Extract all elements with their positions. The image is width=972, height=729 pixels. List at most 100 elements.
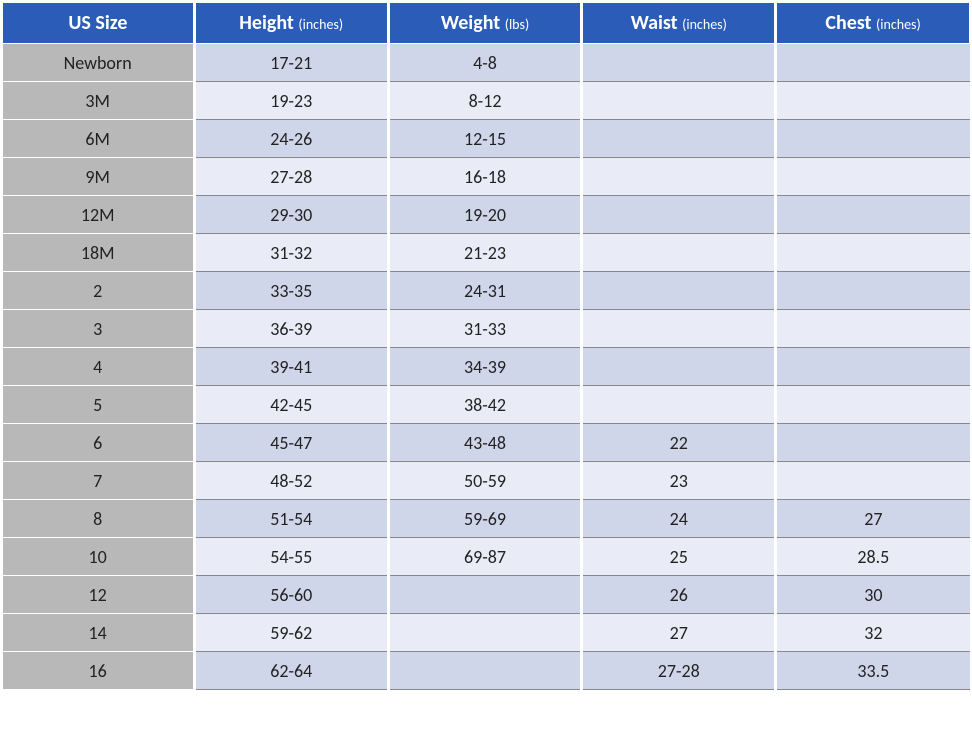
cell-weight: 31-33 (388, 310, 582, 348)
cell-ussize: 10 (3, 538, 195, 576)
table-row: 6M24-2612-15 (3, 120, 970, 158)
table-row: 439-4134-39 (3, 348, 970, 386)
cell-height: 19-23 (194, 82, 388, 120)
cell-ussize: 2 (3, 272, 195, 310)
cell-chest (776, 386, 970, 424)
cell-ussize: 9M (3, 158, 195, 196)
cell-weight: 34-39 (388, 348, 582, 386)
cell-chest (776, 120, 970, 158)
cell-chest (776, 196, 970, 234)
cell-waist (582, 348, 776, 386)
table-row: 851-5459-692427 (3, 500, 970, 538)
cell-waist (582, 234, 776, 272)
cell-height: 27-28 (194, 158, 388, 196)
cell-waist: 25 (582, 538, 776, 576)
cell-chest: 30 (776, 576, 970, 614)
cell-ussize: 12 (3, 576, 195, 614)
cell-chest: 28.5 (776, 538, 970, 576)
header-label: Chest (825, 11, 871, 35)
table-row: 748-5250-5923 (3, 462, 970, 500)
cell-height: 51-54 (194, 500, 388, 538)
cell-waist: 27 (582, 614, 776, 652)
table-row: 9M27-2816-18 (3, 158, 970, 196)
table-row: 12M29-3019-20 (3, 196, 970, 234)
cell-weight: 50-59 (388, 462, 582, 500)
cell-ussize: 4 (3, 348, 195, 386)
header-label: Height (239, 11, 294, 35)
cell-height: 59-62 (194, 614, 388, 652)
cell-waist (582, 120, 776, 158)
table-row: 18M31-3221-23 (3, 234, 970, 272)
cell-waist: 26 (582, 576, 776, 614)
cell-height: 45-47 (194, 424, 388, 462)
size-chart-table: US Size Height (inches) Weight (lbs) Wai… (2, 2, 970, 690)
table-row: 1662-6427-2833.5 (3, 652, 970, 690)
cell-chest (776, 82, 970, 120)
header-unit: (inches) (298, 16, 343, 33)
cell-chest (776, 424, 970, 462)
cell-weight: 69-87 (388, 538, 582, 576)
cell-chest: 33.5 (776, 652, 970, 690)
cell-waist (582, 44, 776, 82)
table-row: 3M19-238-12 (3, 82, 970, 120)
cell-height: 17-21 (194, 44, 388, 82)
cell-chest (776, 462, 970, 500)
cell-chest (776, 348, 970, 386)
header-row: US Size Height (inches) Weight (lbs) Wai… (3, 3, 970, 44)
cell-height: 29-30 (194, 196, 388, 234)
cell-height: 33-35 (194, 272, 388, 310)
cell-chest (776, 310, 970, 348)
header-unit: (lbs) (505, 16, 529, 33)
cell-waist: 22 (582, 424, 776, 462)
cell-weight: 38-42 (388, 386, 582, 424)
cell-weight (388, 652, 582, 690)
table-row: 1459-62 2732 (3, 614, 970, 652)
cell-ussize: 16 (3, 652, 195, 690)
cell-chest: 32 (776, 614, 970, 652)
cell-waist (582, 158, 776, 196)
cell-weight: 59-69 (388, 500, 582, 538)
col-header-waist: Waist (inches) (582, 3, 776, 44)
cell-ussize: 12M (3, 196, 195, 234)
cell-height: 36-39 (194, 310, 388, 348)
cell-waist (582, 272, 776, 310)
cell-ussize: Newborn (3, 44, 195, 82)
header-unit: (inches) (876, 16, 921, 33)
cell-weight: 8-12 (388, 82, 582, 120)
cell-weight: 21-23 (388, 234, 582, 272)
cell-waist (582, 310, 776, 348)
col-header-height: Height (inches) (194, 3, 388, 44)
cell-weight: 4-8 (388, 44, 582, 82)
col-header-chest: Chest (inches) (776, 3, 970, 44)
header-label: US Size (68, 11, 127, 35)
cell-weight: 19-20 (388, 196, 582, 234)
cell-ussize: 8 (3, 500, 195, 538)
cell-waist (582, 82, 776, 120)
cell-height: 48-52 (194, 462, 388, 500)
cell-weight: 43-48 (388, 424, 582, 462)
cell-ussize: 3M (3, 82, 195, 120)
header-label: Weight (441, 11, 500, 35)
cell-height: 62-64 (194, 652, 388, 690)
cell-chest (776, 158, 970, 196)
cell-ussize: 3 (3, 310, 195, 348)
cell-ussize: 5 (3, 386, 195, 424)
cell-weight: 12-15 (388, 120, 582, 158)
header-unit: (inches) (682, 16, 727, 33)
cell-height: 39-41 (194, 348, 388, 386)
cell-chest (776, 44, 970, 82)
table-body: Newborn17-214-83M19-238-126M24-2612-159M… (3, 44, 970, 690)
table-row: 1256-602630 (3, 576, 970, 614)
table-row: 336-3931-33 (3, 310, 970, 348)
cell-weight (388, 614, 582, 652)
cell-waist: 23 (582, 462, 776, 500)
cell-weight (388, 576, 582, 614)
cell-ussize: 7 (3, 462, 195, 500)
table-row: Newborn17-214-8 (3, 44, 970, 82)
cell-weight: 24-31 (388, 272, 582, 310)
cell-ussize: 6 (3, 424, 195, 462)
cell-ussize: 6M (3, 120, 195, 158)
cell-height: 24-26 (194, 120, 388, 158)
cell-chest: 27 (776, 500, 970, 538)
cell-ussize: 14 (3, 614, 195, 652)
